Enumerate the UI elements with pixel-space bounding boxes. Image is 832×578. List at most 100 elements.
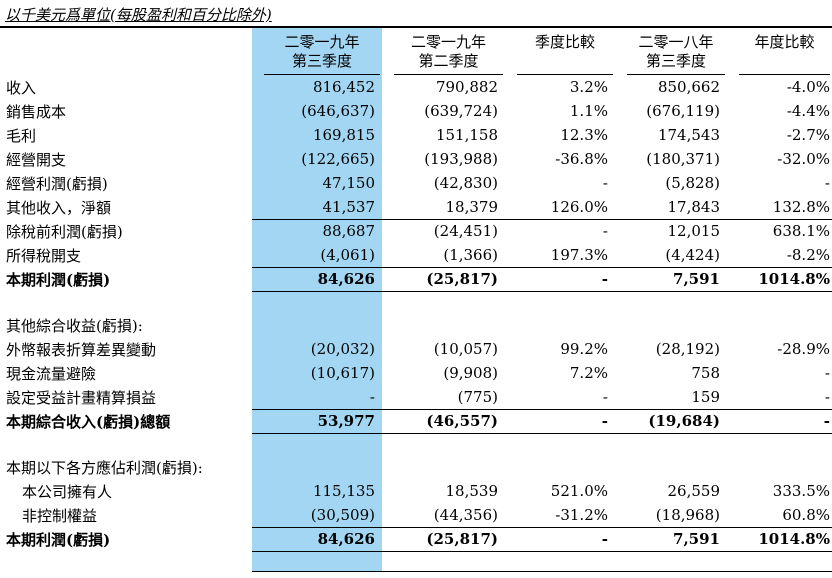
table-row: 本期利潤(虧損) 84,626 (25,817) -7,591 1014.8%	[0, 527, 832, 552]
financial-table: 二零一九年 第三季度 二零一九年 第二季度 季度比較	[0, 28, 832, 572]
cell-value: 790,882	[435, 78, 498, 96]
cell-value: 12,015	[667, 222, 721, 241]
table-row: 收入 816,452 790,882 3.2% 850,662 -4.0%	[0, 75, 832, 99]
cell-value: -	[602, 222, 608, 241]
table-row: 所得稅開支 (4,061) (1,366) 197.3% (4,424) -8.2%	[0, 243, 832, 268]
table-row: 設定受益計畫精算損益 - (775) -159-	[0, 385, 832, 410]
column-header-line: 季度比較	[534, 33, 595, 51]
top-rule	[0, 26, 832, 28]
cell-value	[727, 313, 832, 337]
cell-value: (25,817)	[382, 527, 505, 552]
column-header-2019-q2: 二零一九年 第二季度	[382, 28, 505, 75]
table-row: 經營開支 (122,665) (193,988) -36.8% (180,371) -32…	[0, 147, 832, 171]
cell-value: (24,451)	[433, 222, 498, 241]
cell-value: (44,356)	[382, 503, 505, 528]
cell-value: -31.2%	[505, 503, 615, 528]
cell-value: 850,662	[657, 78, 720, 96]
row-label: 所得稅開支	[6, 246, 82, 265]
cell-value: 126.0%	[505, 195, 615, 220]
cell-value	[382, 455, 505, 479]
cell-value: (18,968)	[615, 503, 727, 528]
cell-value	[505, 313, 615, 337]
column-header-qoq-comparison: 季度比較	[505, 28, 615, 75]
cell-value: (639,724)	[424, 102, 498, 120]
column-header-labels	[0, 28, 252, 75]
cell-value: (180,371)	[646, 150, 720, 168]
table-row: 除稅前利潤(虧損) 88,687 (24,451) - 12,015 638.1%	[0, 219, 832, 243]
table-row: 毛利 169,815 151,158 12.3% 174,543 -2.7%	[0, 123, 832, 147]
row-label: 銷售成本	[6, 102, 67, 121]
cell-value: 3.2%	[569, 78, 608, 96]
row-label: 經營開支	[6, 150, 67, 169]
cell-value	[615, 291, 727, 313]
cell-value: 816,452	[252, 75, 382, 99]
row-label: 設定受益計畫精算損益	[6, 388, 157, 407]
cell-value: (10,057)	[433, 340, 498, 358]
cell-value	[252, 291, 382, 313]
cell-value: 7.2%	[569, 364, 608, 382]
row-label: 收入	[6, 78, 37, 97]
cell-value: -2.7%	[786, 126, 830, 144]
cell-value	[382, 551, 505, 572]
row-label: 本期綜合收入(虧損)總額	[6, 412, 171, 431]
cell-value: (46,557)	[382, 409, 505, 434]
cell-value: 197.3%	[505, 243, 615, 268]
cell-value: -4.0%	[786, 78, 830, 96]
cell-value: 758	[691, 364, 720, 382]
table-row: 本公司擁有人 115,135 18,539 521.0% 26,559 333.5%	[0, 479, 832, 503]
cell-value: (9,908)	[443, 364, 498, 382]
column-header-underline: 季度比較	[517, 31, 613, 75]
table-row: 本期綜合收入(虧損)總額 53,977 (46,557) - (19,684) -	[0, 409, 832, 434]
cell-value: (42,830)	[433, 174, 498, 192]
table-row: 本期以下各方應佔利潤(虧損):	[0, 455, 832, 479]
column-header-line	[517, 52, 613, 71]
cell-value: 60.8%	[727, 503, 832, 528]
table-row: 現金流量避險 (10,617) (9,908) 7.2% 758 -	[0, 361, 832, 385]
cell-value: 84,626	[252, 267, 382, 292]
cell-value: (193,988)	[424, 150, 498, 168]
cell-value: (775)	[382, 385, 505, 410]
table-row: 外幣報表折算差異變動 (20,032) (10,057) 99.2% (28,192) -…	[0, 337, 832, 361]
cell-value	[382, 433, 505, 455]
cell-value: 12.3%	[560, 126, 608, 144]
cell-value	[505, 433, 615, 455]
cell-value: 99.2%	[560, 340, 608, 358]
cell-value	[727, 455, 832, 479]
cell-value: (676,119)	[646, 102, 720, 120]
cell-value: -	[727, 409, 832, 434]
table-body: 收入 816,452 790,882 3.2% 850,662 -4.0% 銷售成本 (646…	[0, 75, 832, 572]
cell-value: (4,061)	[252, 243, 382, 268]
cell-value: 151,158	[435, 126, 498, 144]
column-header-line: 二零一八年	[638, 33, 714, 51]
table-header: 二零一九年 第三季度 二零一九年 第二季度 季度比較	[0, 28, 832, 75]
cell-value	[615, 433, 727, 455]
column-header-underline: 二零一八年 第三季度	[627, 31, 725, 75]
row-label: 毛利	[6, 126, 37, 145]
cell-value: (10,617)	[252, 361, 382, 385]
cell-value: (30,509)	[252, 503, 382, 528]
cell-value: 169,815	[252, 123, 382, 147]
cell-value: -	[505, 527, 615, 552]
cell-value: 1.1%	[569, 102, 608, 120]
table-row: 本期利潤(虧損) 84,626 (25,817) -7,591 1014.8%	[0, 267, 832, 292]
cell-value: 174,543	[657, 126, 720, 144]
header-row: 二零一九年 第三季度 二零一九年 第二季度 季度比較	[0, 28, 832, 75]
cell-value	[505, 551, 615, 572]
cell-value	[252, 551, 382, 572]
page-title: 以千美元爲單位(每股盈利和百分比除外)	[5, 6, 272, 24]
column-header-2019-q3: 二零一九年 第三季度	[252, 28, 382, 75]
column-header-line	[739, 52, 830, 71]
cell-value: (646,637)	[252, 99, 382, 123]
row-label: 本期以下各方應佔利潤(虧損):	[6, 458, 203, 477]
column-header-yoy-comparison: 年度比較	[727, 28, 832, 75]
cell-value: 115,135	[252, 479, 382, 503]
row-label: 其他收入，淨額	[6, 198, 112, 217]
spacer-row	[0, 433, 832, 455]
cell-value: 333.5%	[772, 482, 830, 500]
cell-value	[727, 291, 832, 313]
column-header-2018-q3: 二零一八年 第三季度	[615, 28, 727, 75]
cell-value: -	[602, 174, 608, 192]
cell-value: 84,626	[252, 527, 382, 552]
cell-value: 1014.8%	[727, 267, 832, 292]
